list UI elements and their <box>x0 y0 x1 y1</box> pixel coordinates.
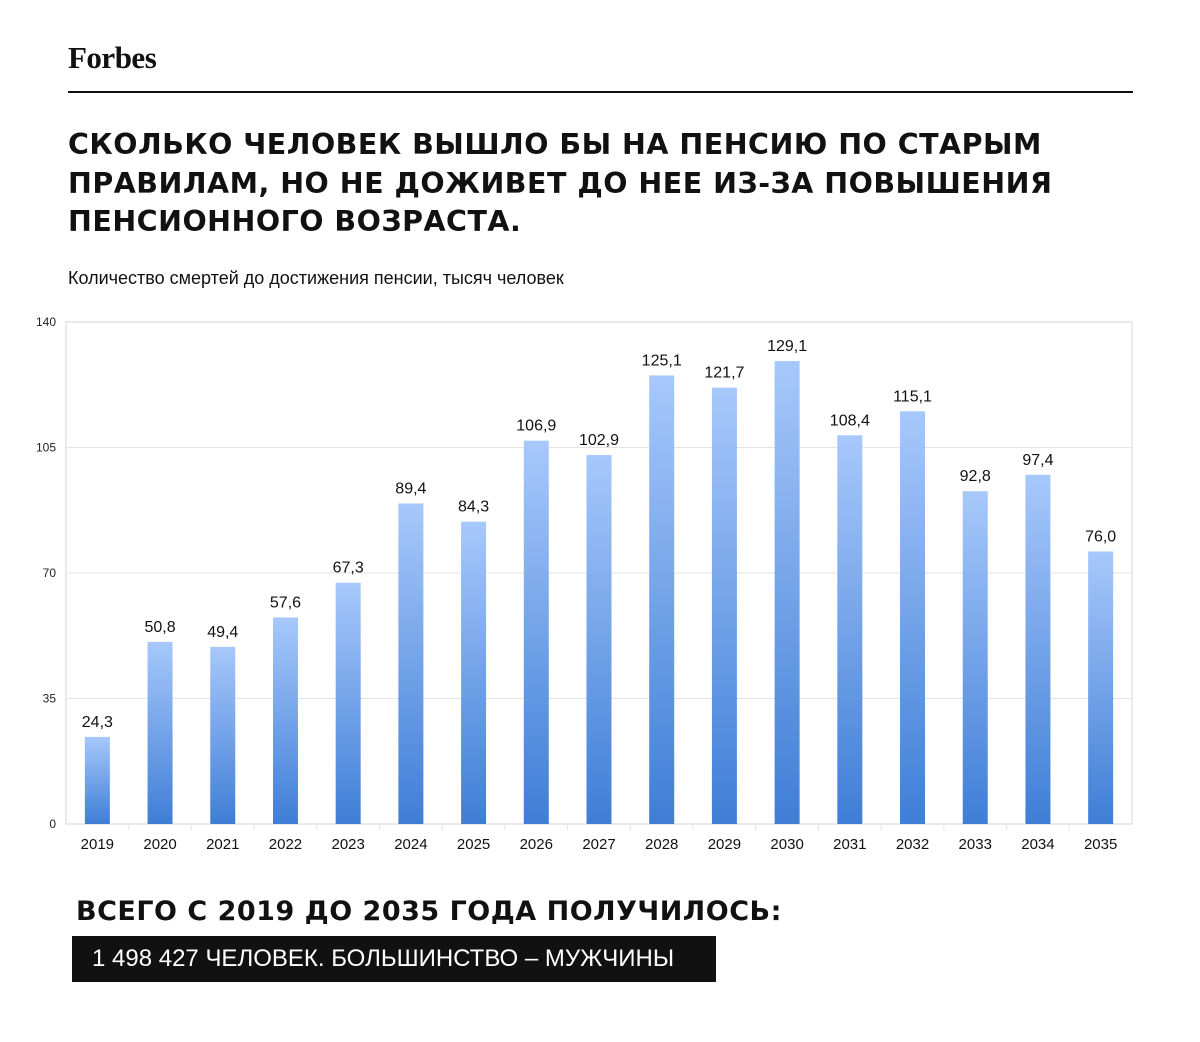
bar-2024 <box>398 503 424 824</box>
x-tick-label: 2028 <box>645 836 678 853</box>
y-tick-label: 70 <box>43 566 57 580</box>
x-tick-label: 2033 <box>959 836 992 853</box>
bar-2019 <box>84 736 110 824</box>
bar-2035 <box>1088 551 1114 824</box>
data-label: 89,4 <box>395 480 426 497</box>
data-label: 84,3 <box>458 499 489 516</box>
data-label: 125,1 <box>642 352 682 369</box>
bar-2023 <box>335 582 361 824</box>
x-tick-label: 2025 <box>457 836 490 853</box>
bar-2034 <box>1025 474 1051 824</box>
x-tick-label: 2024 <box>394 836 427 853</box>
x-tick-label: 2032 <box>896 836 929 853</box>
data-label: 129,1 <box>767 338 807 355</box>
bar-2020 <box>147 641 173 824</box>
y-tick-label: 0 <box>49 817 56 831</box>
total-value: 1 498 427 ЧЕЛОВЕК. БОЛЬШИНСТВО – МУЖЧИНЫ <box>92 945 675 972</box>
data-label: 67,3 <box>333 560 364 577</box>
x-tick-label: 2026 <box>520 836 553 853</box>
x-tick-label: 2029 <box>708 836 741 853</box>
bar-2030 <box>774 361 800 824</box>
x-tick-label: 2035 <box>1084 836 1117 853</box>
x-tick-label: 2020 <box>143 836 176 853</box>
y-tick-label: 140 <box>36 315 56 329</box>
data-label: 24,3 <box>82 714 113 731</box>
bar-2027 <box>586 455 612 824</box>
data-label: 121,7 <box>704 365 744 382</box>
forbes-logo: Forbes <box>68 40 157 75</box>
x-tick-label: 2021 <box>206 836 239 853</box>
data-label: 102,9 <box>579 432 619 449</box>
x-tick-label: 2034 <box>1021 836 1054 853</box>
bar-2031 <box>837 435 863 824</box>
data-label: 50,8 <box>144 619 175 636</box>
bar-2028 <box>649 375 675 824</box>
data-label: 97,4 <box>1022 452 1053 469</box>
data-label: 92,8 <box>960 468 991 485</box>
x-tick-label: 2030 <box>770 836 803 853</box>
data-label: 49,4 <box>207 624 238 641</box>
bar-2033 <box>962 491 988 824</box>
y-tick-label: 105 <box>36 441 56 455</box>
data-label: 106,9 <box>516 418 556 435</box>
x-tick-label: 2031 <box>833 836 866 853</box>
header-divider <box>68 91 1133 93</box>
x-tick-label: 2027 <box>582 836 615 853</box>
data-label: 76,0 <box>1085 528 1116 545</box>
bar-2029 <box>711 387 737 824</box>
x-tick-label: 2022 <box>269 836 302 853</box>
headline: СКОЛЬКО ЧЕЛОВЕК ВЫШЛО БЫ НА ПЕНСИЮ ПО СТ… <box>68 128 1053 238</box>
total-title: ВСЕГО С 2019 ДО 2035 ГОДА ПОЛУЧИЛОСЬ: <box>76 896 782 927</box>
bar-2026 <box>523 440 549 824</box>
data-label: 115,1 <box>893 388 932 405</box>
data-label: 57,6 <box>270 594 301 611</box>
bar-2032 <box>900 411 926 824</box>
bar-2022 <box>272 617 298 824</box>
y-tick-label: 35 <box>43 692 57 706</box>
data-label: 108,4 <box>830 412 870 429</box>
bar-2025 <box>461 521 487 824</box>
x-tick-label: 2019 <box>81 836 114 853</box>
x-tick-label: 2023 <box>331 836 364 853</box>
bar-2021 <box>210 646 236 824</box>
total-value-box: 1 498 427 ЧЕЛОВЕК. БОЛЬШИНСТВО – МУЖЧИНЫ <box>72 936 716 982</box>
chart-subtitle: Количество смертей до достижения пенсии,… <box>68 268 564 288</box>
bar-chart: 0 35 70 105 140 24,3 2019 50,8 2020 49,4 2021 57,6 2… <box>36 315 1133 853</box>
